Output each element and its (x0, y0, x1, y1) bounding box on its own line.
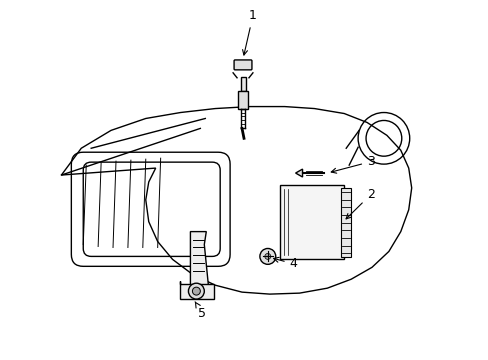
Circle shape (192, 287, 200, 295)
Text: 1: 1 (242, 9, 256, 55)
Polygon shape (295, 169, 302, 177)
Text: 2: 2 (346, 188, 374, 219)
FancyBboxPatch shape (341, 188, 350, 257)
FancyBboxPatch shape (234, 60, 251, 70)
Text: 5: 5 (195, 302, 206, 320)
Text: 4: 4 (273, 257, 297, 270)
Polygon shape (180, 281, 214, 299)
Polygon shape (190, 231, 208, 296)
Circle shape (259, 248, 275, 264)
FancyBboxPatch shape (238, 91, 247, 109)
Circle shape (264, 253, 270, 260)
Text: 3: 3 (330, 155, 374, 173)
Bar (241, 77, 245, 91)
FancyBboxPatch shape (279, 185, 344, 260)
Circle shape (188, 283, 204, 299)
